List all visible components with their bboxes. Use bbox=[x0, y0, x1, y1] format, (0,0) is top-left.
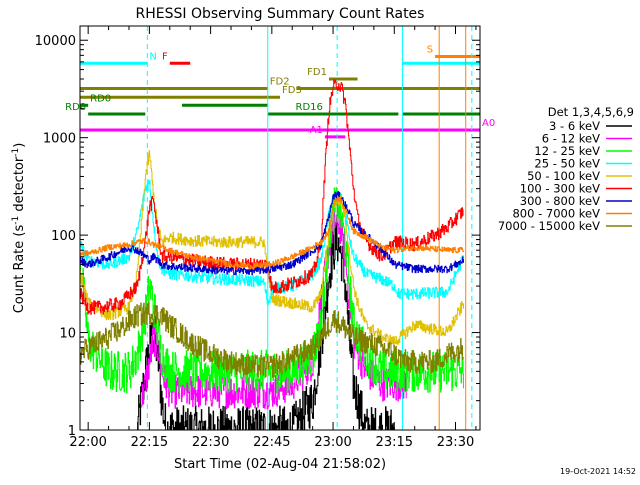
legend-label: 3 - 6 keV bbox=[549, 119, 600, 133]
flag-label: N bbox=[149, 51, 156, 62]
y-tick-label: 1000 bbox=[43, 132, 76, 147]
flag-label: FD3 bbox=[282, 85, 302, 96]
legend-label: 800 - 7000 keV bbox=[512, 207, 600, 221]
timestamp: 19-Oct-2021 14:52 bbox=[560, 467, 636, 476]
y-label-part: detector bbox=[12, 156, 27, 216]
flag-label: FD1 bbox=[307, 67, 327, 78]
legend-label: 12 - 25 keV bbox=[534, 144, 600, 158]
legend-label: 7000 - 15000 keV bbox=[498, 219, 600, 233]
y-tick-label: 100 bbox=[51, 229, 76, 244]
axes: 22:00 22:15 22:30 22:45 23:00 23:15 23:30 1 10 10… bbox=[35, 26, 480, 450]
flag-label: S bbox=[427, 45, 433, 56]
x-axis-label: Start Time (02-Aug-04 21:58:02) bbox=[174, 457, 386, 472]
series-lines bbox=[80, 79, 464, 431]
legend-label: 50 - 100 keV bbox=[527, 169, 600, 183]
x-tick-label: 22:45 bbox=[253, 435, 290, 450]
legend-title: Det 1,3,4,5,6,9 bbox=[548, 105, 634, 119]
series-line-1 bbox=[137, 218, 395, 431]
series-line-9 bbox=[80, 302, 464, 378]
series-line-8 bbox=[80, 196, 464, 270]
x-tick-label: 22:00 bbox=[69, 435, 106, 450]
y-label-sup: -1 bbox=[11, 148, 21, 157]
x-tick-label: 22:15 bbox=[131, 435, 168, 450]
flag-label: A1 bbox=[310, 125, 323, 136]
legend-label: 25 - 50 keV bbox=[534, 157, 600, 171]
y-axis-label: Count Rate (s-1 detector-1) bbox=[11, 143, 27, 314]
flag-label: RD0 bbox=[90, 93, 111, 104]
flag-label: A0 bbox=[482, 118, 495, 129]
plot-frame bbox=[79, 25, 481, 431]
y-label-sup: -1 bbox=[11, 216, 21, 225]
series-line-3 bbox=[80, 187, 464, 394]
flag-label: FD2 bbox=[270, 76, 290, 87]
x-tick-label: 23:15 bbox=[376, 435, 413, 450]
x-tick-label: 23:00 bbox=[314, 435, 351, 450]
series-line-7 bbox=[80, 191, 464, 276]
y-label-part: ) bbox=[12, 143, 27, 148]
legend-label: 6 - 12 keV bbox=[542, 132, 600, 146]
flag-label: F bbox=[162, 51, 168, 62]
flag-label: RD16 bbox=[296, 102, 323, 113]
legend-label: 100 - 300 keV bbox=[520, 182, 600, 196]
y-label-part: Count Rate (s bbox=[12, 225, 27, 314]
y-tick-label: 1 bbox=[68, 424, 76, 439]
series-line-5 bbox=[80, 150, 464, 347]
y-tick-label: 10000 bbox=[35, 34, 76, 49]
chart-title: RHESSI Observing Summary Count Rates bbox=[136, 6, 425, 22]
x-tick-label: 22:30 bbox=[192, 435, 229, 450]
flag-label: RD8 bbox=[65, 102, 86, 113]
x-tick-label: 23:30 bbox=[437, 435, 474, 450]
y-tick-label: 10 bbox=[59, 327, 76, 342]
legend-label: 300 - 800 keV bbox=[520, 194, 600, 208]
